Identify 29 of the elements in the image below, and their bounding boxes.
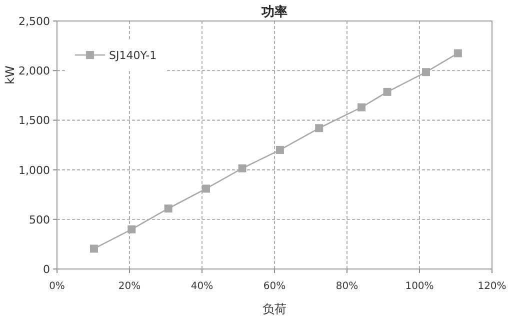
chart-title: 功率 <box>260 4 288 20</box>
point <box>422 68 430 76</box>
y-tick-label: 0 <box>43 263 50 276</box>
x-tick-label: 40% <box>190 281 214 292</box>
point <box>276 146 284 154</box>
point <box>128 225 136 234</box>
point <box>315 124 324 132</box>
x-tick-label: 120% <box>478 281 506 292</box>
legend-label: SJ140Y-1 <box>109 49 157 62</box>
legend: SJ140Y-1 <box>67 41 167 71</box>
y-axis-title: kW <box>3 65 17 84</box>
point <box>90 244 98 253</box>
point <box>164 204 172 212</box>
y-tick-label: 2,000 <box>18 64 50 78</box>
point <box>454 49 462 58</box>
x-tick-label: 80% <box>336 281 358 292</box>
x-tick-label: 20% <box>118 281 141 292</box>
x-tick-label: 60% <box>263 281 286 292</box>
y-tick-label: 1,000 <box>18 164 50 177</box>
point <box>358 103 366 112</box>
point <box>202 184 210 193</box>
y-tick-label: 500 <box>29 213 50 226</box>
x-axis-title: 负荷 <box>262 302 286 316</box>
point <box>383 88 392 96</box>
x-tick-label: 100% <box>405 281 434 292</box>
y-tick-label: 2,500 <box>18 15 50 28</box>
point <box>238 164 246 172</box>
y-tick-label: 1,500 <box>18 114 50 128</box>
x-tick-label: 0% <box>49 281 65 292</box>
